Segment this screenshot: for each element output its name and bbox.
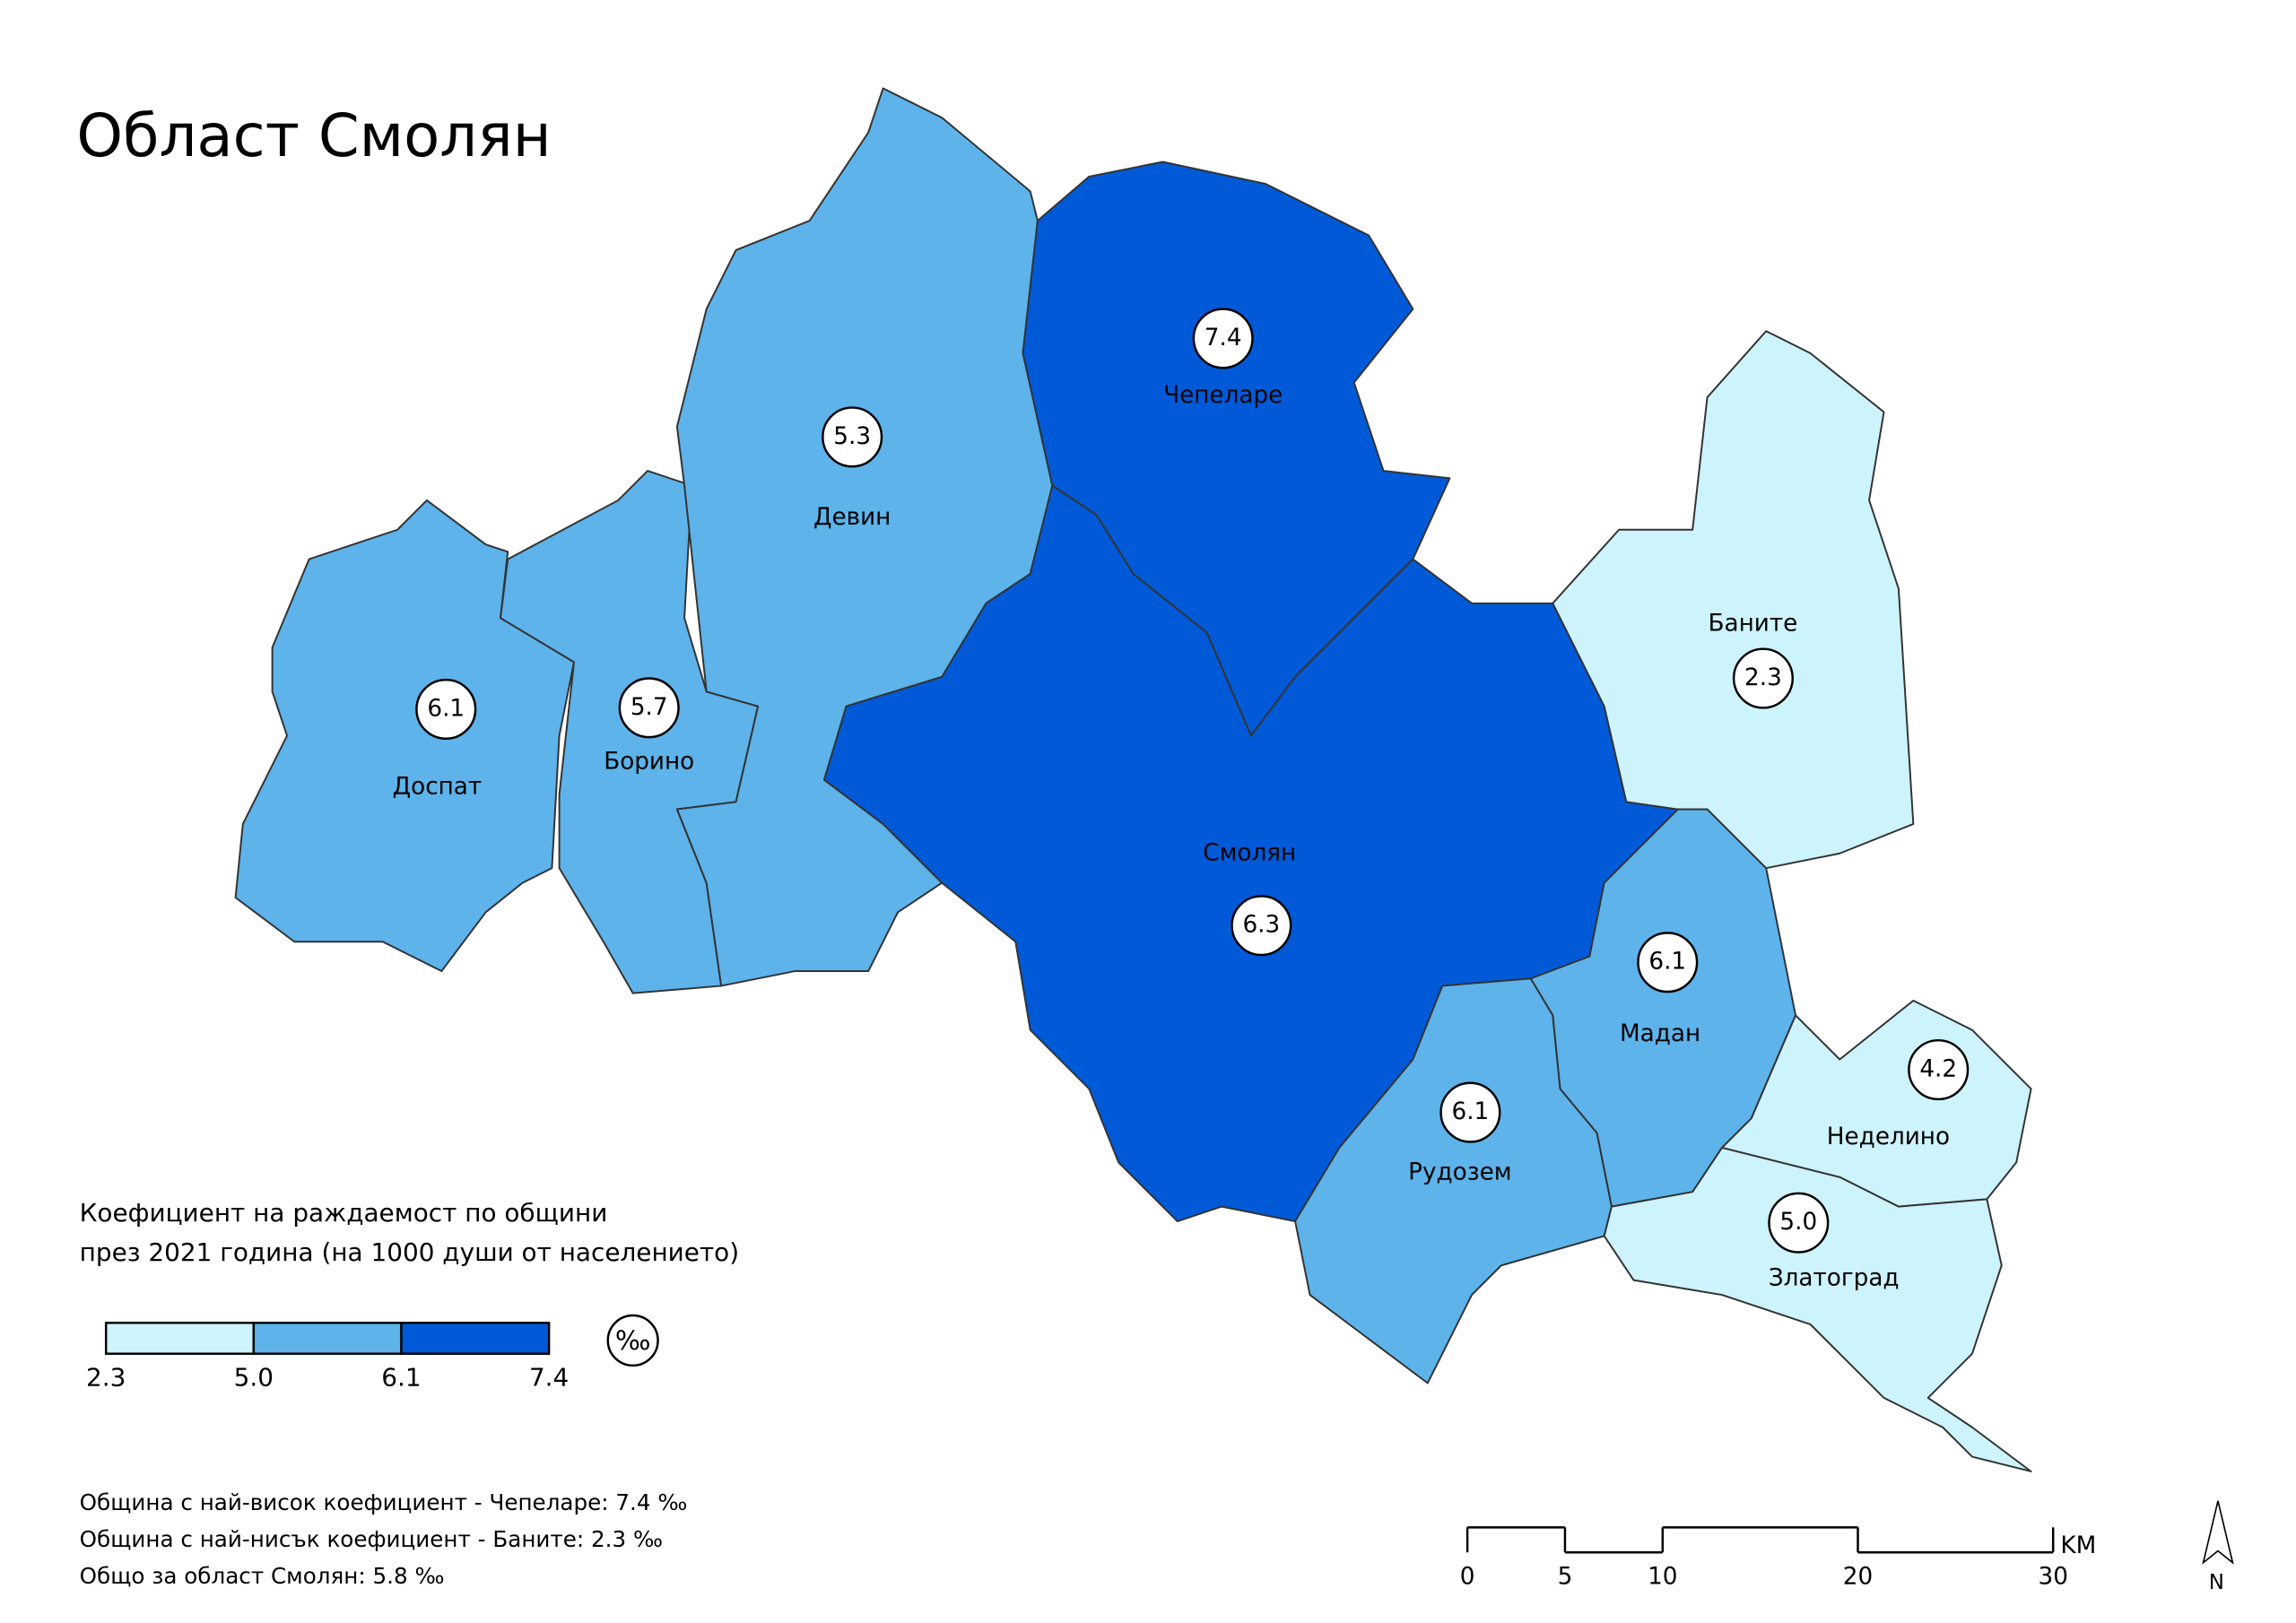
- value-label: 7.4: [1205, 325, 1242, 352]
- legend-title: Коефициент на раждаемост по общини: [80, 1198, 608, 1228]
- value-label: 6.3: [1242, 912, 1280, 939]
- value-label: 2.3: [1744, 664, 1782, 691]
- municipality-name: Мадан: [1620, 1020, 1700, 1047]
- scale-tick-label: 5: [1558, 1564, 1573, 1591]
- municipality-area: [1603, 1146, 2032, 1472]
- value-circle: [1908, 1038, 1970, 1101]
- value-label: 6.1: [1648, 949, 1686, 976]
- legend-break-label: 6.1: [381, 1363, 421, 1393]
- note: Общо за област Смолян: 5.8 ‰: [80, 1563, 445, 1589]
- value-label: 5.0: [1779, 1209, 1817, 1236]
- value-label: 6.1: [427, 695, 465, 722]
- municipality-area: [234, 499, 576, 973]
- value-circle: [1192, 308, 1254, 369]
- value-circle: [1732, 647, 1794, 709]
- municipality-name: Девин: [813, 504, 891, 531]
- municipality-name: Баните: [1709, 610, 1798, 637]
- municipality-area: [1294, 977, 1613, 1384]
- note: Община с най-нисък коефициент - Баните: …: [80, 1526, 663, 1552]
- note: Община с най-висок коефициент - Чепеларе…: [80, 1489, 688, 1515]
- legend-swatch: [252, 1322, 403, 1355]
- value-circle: [822, 406, 883, 468]
- scale-tick-label: 30: [2038, 1564, 2067, 1591]
- value-circle: [618, 677, 680, 739]
- scale-tick-label: 10: [1648, 1564, 1677, 1591]
- scale-unit: KM: [2060, 1532, 2096, 1559]
- value-label: 6.1: [1451, 1098, 1489, 1125]
- legend-title: през 2021 година (на 1000 души от населе…: [80, 1237, 739, 1267]
- value-circle: [1768, 1192, 1830, 1254]
- municipality-name: Чепеларе: [1163, 382, 1283, 409]
- municipality-name: Борино: [604, 749, 694, 776]
- unit-circle: [606, 1314, 659, 1367]
- scale-tick-label: 0: [1460, 1564, 1475, 1591]
- municipality-name: Златоград: [1769, 1265, 1900, 1292]
- municipality-area: [1552, 330, 1915, 870]
- value-label: 4.2: [1919, 1055, 1957, 1082]
- north-label: N: [2209, 1571, 2224, 1594]
- scale-tick-label: 20: [1843, 1564, 1873, 1591]
- north-arrow: [2202, 1500, 2234, 1565]
- legend-break-label: 5.0: [234, 1363, 274, 1393]
- municipality-name: Доспат: [393, 773, 483, 800]
- municipalities: [234, 87, 2032, 1472]
- map-title: Област Смолян: [76, 102, 551, 170]
- legend-swatch: [104, 1322, 256, 1355]
- municipality-name: Рудозем: [1408, 1159, 1512, 1185]
- municipality-name: Неделино: [1827, 1124, 1950, 1150]
- legend-swatch: [400, 1322, 551, 1355]
- municipality-name: Смолян: [1203, 839, 1296, 866]
- legend-unit: ‰: [615, 1325, 651, 1356]
- value-circle: [1439, 1081, 1501, 1143]
- value-label: 5.3: [833, 423, 871, 450]
- value-label: 5.7: [631, 694, 668, 721]
- value-circle: [415, 678, 477, 741]
- value-circle: [1231, 895, 1292, 957]
- legend-break-label: 7.4: [529, 1363, 569, 1393]
- legend-break-label: 2.3: [86, 1363, 126, 1393]
- value-circle: [1637, 932, 1699, 994]
